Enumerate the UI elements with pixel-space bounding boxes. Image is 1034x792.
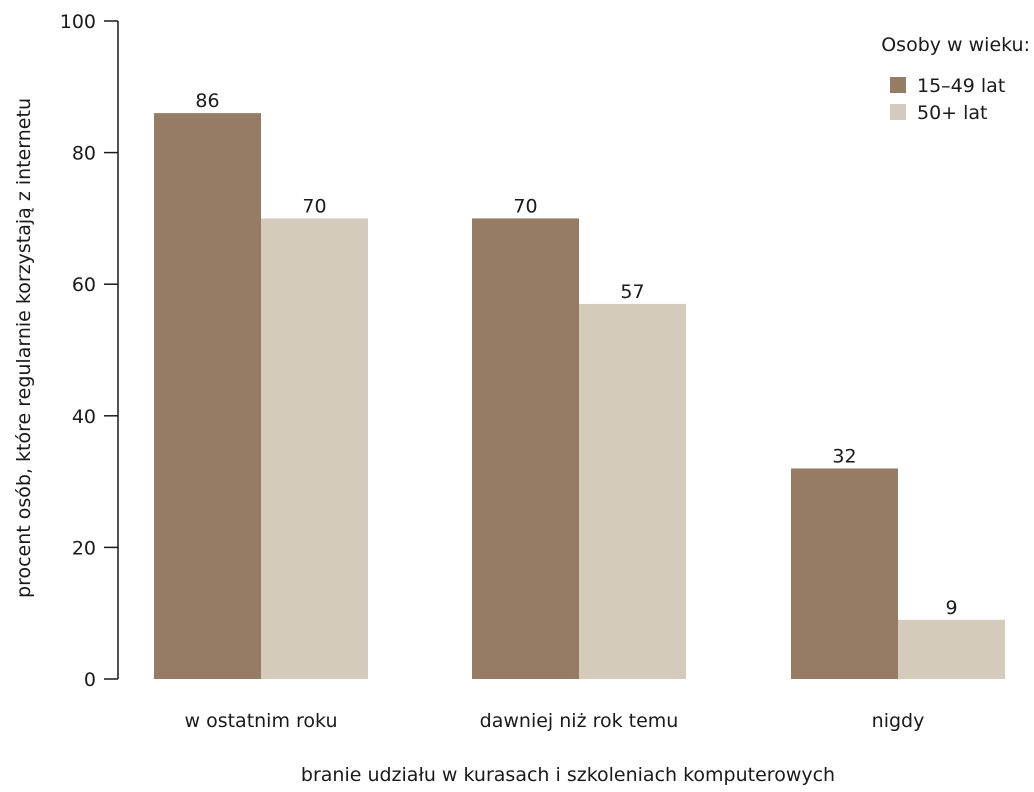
bar-series2-1 [579, 303, 686, 679]
bars [154, 113, 1005, 680]
data-label: 86 [195, 90, 219, 112]
legend-label: 50+ lat [917, 102, 988, 124]
category-label: w ostatnim roku [185, 710, 338, 732]
bar-series2-0 [261, 218, 368, 679]
y-tick-label: 40 [72, 406, 96, 428]
y-tick-label: 100 [60, 11, 96, 33]
data-label: 57 [620, 281, 644, 303]
y-tick-label: 0 [84, 669, 96, 691]
data-label: 32 [832, 445, 856, 467]
legend-swatch [890, 104, 906, 120]
legend-title: Osoby w wieku: [881, 34, 1030, 56]
y-axis: 0 20 40 60 80 100 [60, 11, 119, 691]
bar-series1-1 [472, 218, 579, 679]
category-label: dawniej niż rok temu [480, 710, 679, 732]
category-label: nigdy [872, 710, 925, 732]
category-labels: w ostatnim roku dawniej niż rok temu nigdy [185, 710, 925, 732]
data-label: 9 [945, 597, 957, 619]
bar-series1-0 [154, 113, 261, 680]
legend-label: 15–49 lat [917, 75, 1005, 97]
legend-swatch [890, 77, 906, 93]
bar-series2-2 [898, 619, 1005, 679]
x-axis-title: branie udziału w kurasach i szkoleniach … [301, 764, 835, 786]
legend: Osoby w wieku: 15–49 lat 50+ lat [881, 34, 1030, 124]
y-tick-label: 20 [72, 537, 96, 559]
data-label: 70 [302, 195, 326, 217]
y-tick-label: 80 [72, 143, 96, 165]
data-label: 70 [513, 195, 537, 217]
bar-series1-2 [791, 468, 898, 679]
y-axis-title: procent osób, które regularnie korzystaj… [13, 98, 35, 598]
data-labels: 86 70 70 57 32 9 [195, 90, 957, 619]
y-tick-label: 60 [72, 274, 96, 296]
